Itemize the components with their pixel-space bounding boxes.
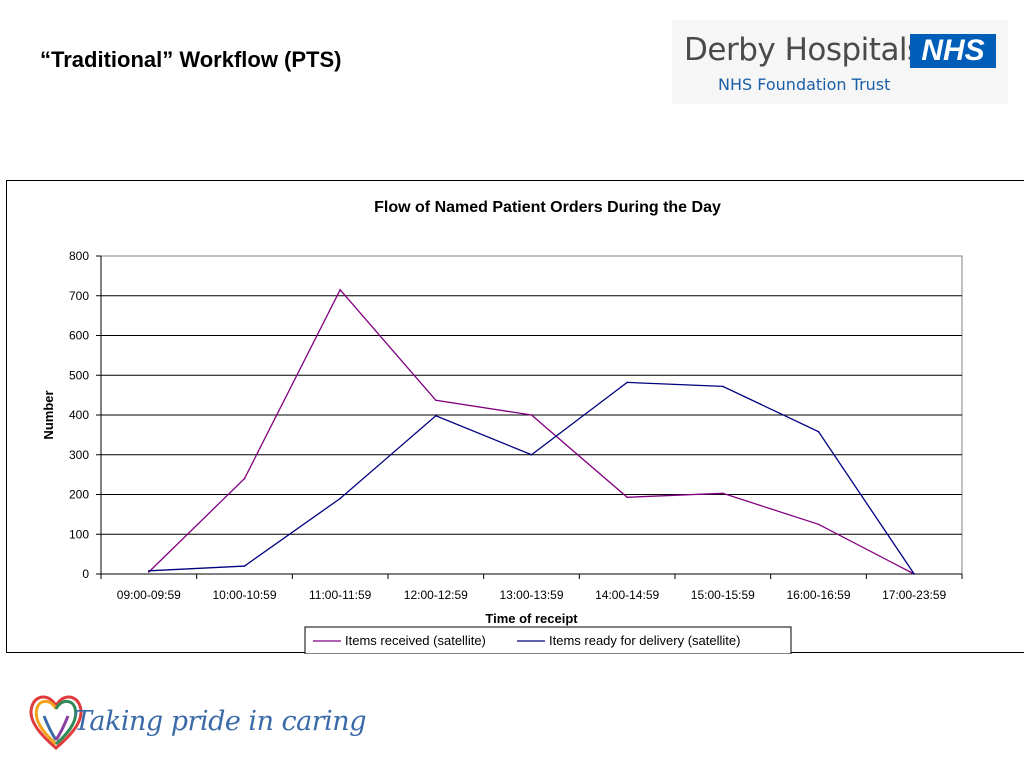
- logo-subtitle: NHS Foundation Trust: [718, 75, 891, 94]
- data-point: [913, 573, 915, 575]
- data-point: [530, 453, 533, 456]
- y-axis-label: Number: [41, 390, 56, 439]
- y-tick-label: 700: [69, 289, 89, 303]
- data-point: [722, 492, 724, 495]
- y-tick-label: 600: [69, 329, 89, 343]
- chart-title: Flow of Named Patient Orders During the …: [374, 199, 721, 216]
- chart-frame: Flow of Named Patient Orders During the …: [6, 180, 1024, 654]
- data-point: [339, 497, 341, 500]
- y-tick-label: 800: [69, 249, 89, 263]
- legend-box: [304, 626, 792, 654]
- tagline-logo: Taking pride in caring: [26, 686, 366, 756]
- slide-title: “Traditional” Workflow (PTS): [40, 47, 342, 72]
- x-tick-label: 15:00-15:59: [691, 588, 755, 602]
- data-point: [339, 288, 341, 291]
- tagline-text: Taking pride in caring: [74, 706, 366, 737]
- y-tick-label: 300: [69, 448, 89, 462]
- x-tick-label: 13:00-13:59: [499, 588, 563, 602]
- legend-label-1: Items received (satellite): [345, 633, 486, 648]
- x-tick-label: 14:00-14:59: [595, 588, 659, 602]
- x-tick-label: 09:00-09:59: [117, 588, 181, 602]
- x-tick-label: 17:00-23:59: [882, 588, 946, 602]
- y-tick-label: 100: [69, 527, 89, 541]
- data-point: [817, 523, 820, 526]
- y-tick-label: 0: [82, 567, 89, 581]
- data-point: [435, 414, 437, 417]
- x-axis-label: Time of receipt: [485, 611, 578, 626]
- data-point: [626, 381, 628, 384]
- data-point: [243, 477, 246, 480]
- x-tick-label: 16:00-16:59: [786, 588, 850, 602]
- data-point: [243, 565, 246, 567]
- logo-name: Derby Hospitals: [684, 32, 923, 68]
- data-point: [626, 496, 628, 499]
- x-tick-label: 12:00-12:59: [404, 588, 468, 602]
- line-chart: Flow of Named Patient Orders During the …: [41, 199, 963, 654]
- y-tick-label: 400: [69, 408, 89, 422]
- heart-ribbon-icon: [29, 695, 83, 750]
- y-tick-label: 500: [69, 368, 89, 382]
- legend-label-2: Items ready for delivery (satellite): [549, 633, 740, 648]
- series-line-1: [148, 288, 915, 575]
- data-point: [530, 414, 533, 416]
- data-point: [148, 570, 150, 572]
- nhs-badge: NHS: [910, 34, 996, 68]
- data-point: [722, 385, 724, 388]
- x-tick-label: 10:00-10:59: [212, 588, 276, 602]
- data-point: [435, 399, 437, 402]
- series-line-2: [148, 381, 915, 575]
- derby-hospitals-logo: Derby Hospitals NHS NHS Foundation Trust: [672, 20, 1008, 104]
- y-tick-label: 200: [69, 488, 89, 502]
- data-point: [817, 430, 820, 433]
- data-point: [148, 571, 150, 573]
- x-tick-label: 11:00-11:59: [309, 588, 372, 602]
